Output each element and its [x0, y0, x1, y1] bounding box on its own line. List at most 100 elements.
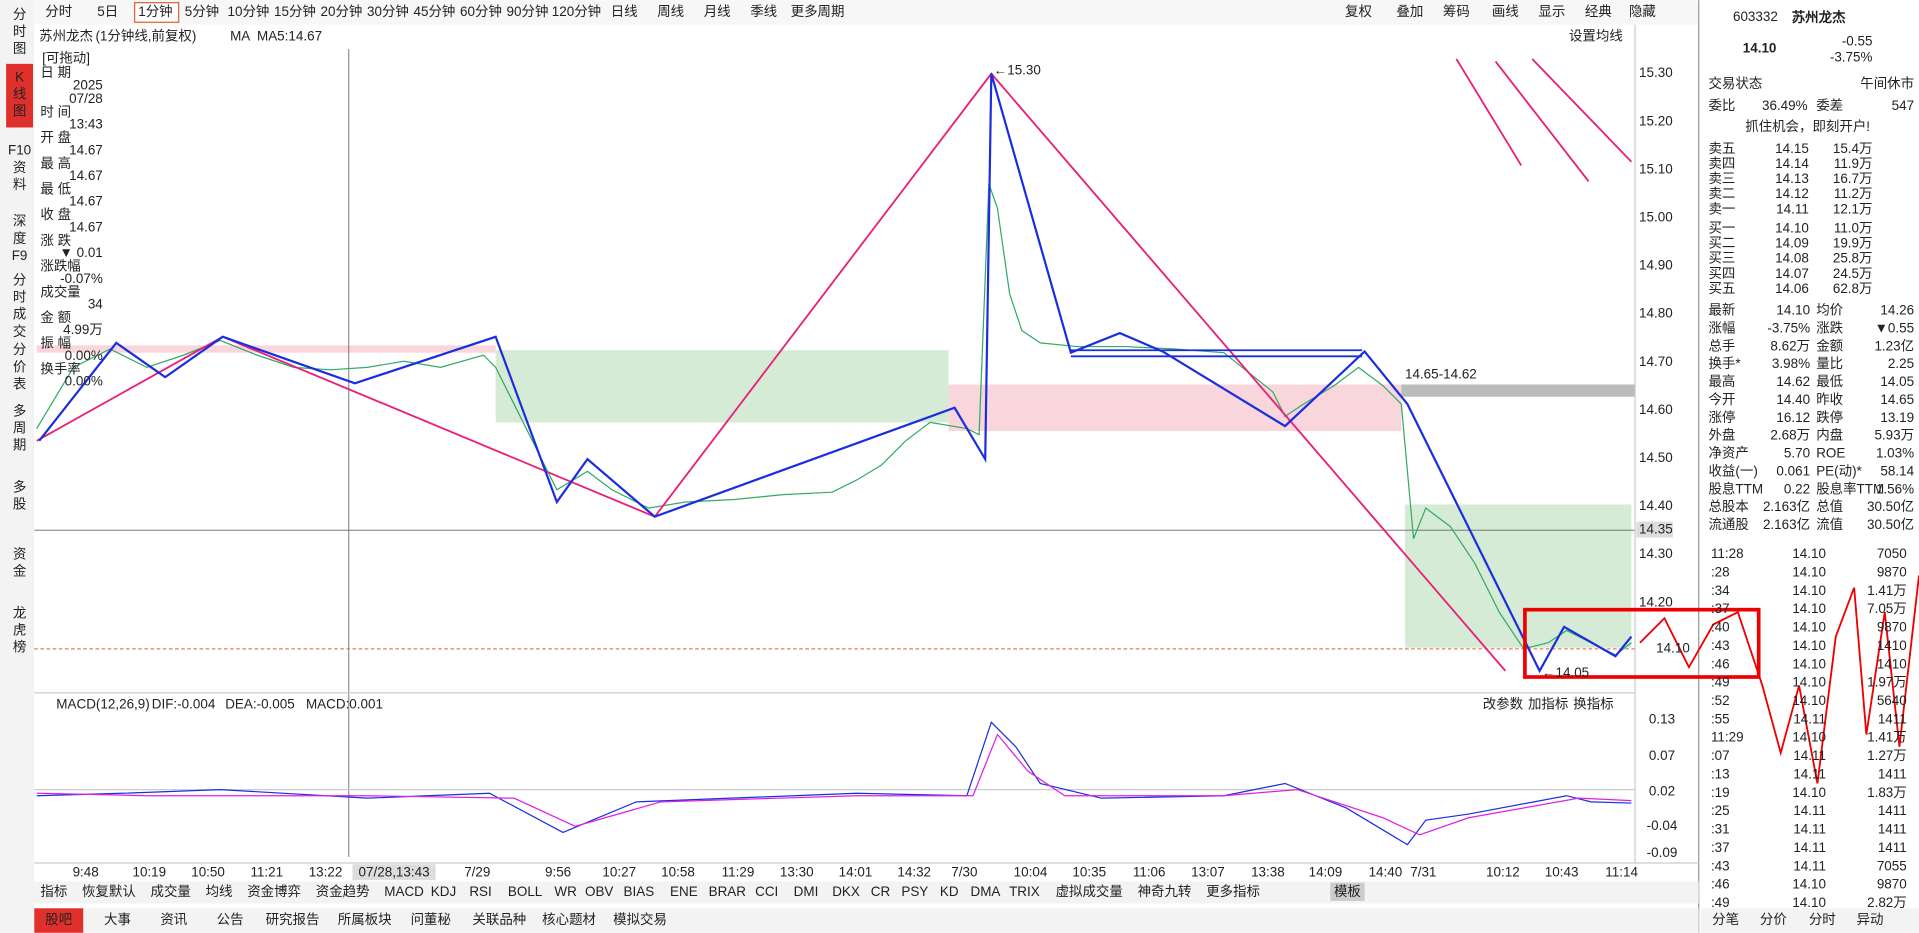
macd-button[interactable]: 加指标: [1528, 697, 1568, 712]
bottom-tab[interactable]: 核心题材: [542, 912, 596, 927]
bottom-tab[interactable]: 模拟交易: [613, 911, 667, 927]
period-tab[interactable]: 周线: [657, 4, 684, 19]
tick-time: :28: [1711, 565, 1730, 580]
indicator-tab[interactable]: BOLL: [508, 884, 543, 899]
tool-button[interactable]: 筹码: [1443, 3, 1470, 19]
bottom-tab[interactable]: 资讯: [160, 912, 187, 927]
tick-time: :40: [1711, 620, 1730, 635]
period-tab[interactable]: 日线: [611, 4, 638, 19]
indicator-tab[interactable]: DKX: [832, 884, 860, 899]
indicator-tab[interactable]: DMI: [794, 884, 819, 899]
period-tab[interactable]: 1分钟: [138, 3, 172, 19]
tool-button[interactable]: 经典: [1585, 4, 1612, 19]
bottom-tab[interactable]: 关联品种: [472, 912, 526, 927]
indicator-tab[interactable]: MACD: [384, 884, 424, 899]
period-tab[interactable]: 20分钟: [321, 3, 363, 19]
panel-tab[interactable]: 分笔: [1712, 912, 1739, 927]
bottom-tab[interactable]: 公告: [217, 912, 244, 927]
indicator-tab[interactable]: BRAR: [709, 884, 747, 899]
indicator-tab[interactable]: 指标: [40, 884, 67, 899]
macd-button[interactable]: 改参数: [1483, 696, 1524, 712]
book-volume: 11.0万: [1834, 221, 1873, 236]
indicator-tab[interactable]: 神奇九转: [1138, 883, 1192, 899]
stat-label: 换手*: [1708, 356, 1741, 371]
info-label: 收 盘: [40, 206, 71, 222]
indicator-tab[interactable]: ENE: [670, 884, 698, 899]
indicator-tab[interactable]: 虚拟成交量: [1056, 883, 1123, 899]
indicator-tab[interactable]: TRIX: [1009, 884, 1040, 899]
book-volume: 19.9万: [1833, 236, 1873, 251]
period-tab[interactable]: 分时: [45, 4, 72, 19]
tool-button[interactable]: 叠加: [1396, 4, 1423, 19]
tick-volume: 1.97万: [1867, 675, 1907, 690]
period-tab[interactable]: 60分钟: [460, 3, 502, 19]
period-tab[interactable]: 更多周期: [791, 3, 845, 19]
period-tab[interactable]: 5分钟: [185, 3, 219, 19]
side-tab[interactable]: 龙虎榜: [13, 605, 26, 654]
period-tab[interactable]: 10分钟: [228, 3, 270, 19]
side-tab[interactable]: F10 资料: [8, 142, 31, 191]
indicator-tab[interactable]: OBV: [585, 884, 613, 899]
tick-time: :55: [1711, 711, 1730, 726]
bottom-tab[interactable]: 研究报告: [266, 912, 320, 927]
period-tab[interactable]: 45分钟: [414, 3, 456, 19]
indicator-tab[interactable]: CR: [871, 884, 891, 899]
bottom-tab[interactable]: 所属板块: [338, 912, 392, 927]
tool-button[interactable]: 画线: [1492, 4, 1519, 19]
side-tab[interactable]: 分时图: [13, 6, 26, 55]
stat-label: 量比: [1816, 356, 1843, 371]
side-tab[interactable]: 深度 F9: [12, 213, 28, 262]
x-tick-label: 13:22: [309, 864, 343, 879]
indicator-tab[interactable]: 成交量: [151, 883, 191, 899]
zone: [36, 345, 496, 353]
side-tab[interactable]: 多周期: [13, 402, 26, 452]
indicator-tab[interactable]: CCI: [755, 884, 778, 899]
period-tab[interactable]: 90分钟: [507, 3, 549, 19]
macd-button[interactable]: 换指标: [1573, 697, 1613, 712]
tool-button[interactable]: 复权: [1345, 3, 1372, 19]
stat-label: 涨跌: [1816, 321, 1843, 336]
indicator-tab[interactable]: 更多指标: [1206, 883, 1260, 899]
indicator-tab[interactable]: WR: [554, 884, 577, 899]
tick-price: 14.10: [1792, 546, 1826, 561]
period-tab[interactable]: 30分钟: [367, 3, 409, 19]
period-tab[interactable]: 120分钟: [552, 3, 601, 19]
panel-tab[interactable]: 异动: [1857, 912, 1884, 927]
side-tab[interactable]: 多股: [13, 478, 26, 511]
indicator-tab[interactable]: 恢复默认: [82, 883, 136, 899]
bottom-tab[interactable]: 股吧: [45, 912, 72, 927]
period-tab[interactable]: 季线: [750, 4, 777, 19]
bottom-tab[interactable]: 大事: [104, 912, 131, 927]
diff-label: 委差: [1816, 98, 1843, 113]
bottom-tab[interactable]: 问董秘: [411, 912, 451, 927]
period-tab[interactable]: 15分钟: [274, 3, 316, 19]
indicator-tab[interactable]: DMA: [971, 884, 1001, 899]
x-tick-label: 10:50: [191, 864, 225, 879]
indicator-tab[interactable]: PSY: [901, 884, 928, 899]
book-volume: 12.1万: [1833, 201, 1873, 216]
indicator-tab[interactable]: 资金趋势: [316, 884, 370, 899]
ad-link[interactable]: 抓住机会，即刻开户!: [1745, 118, 1870, 134]
tabs-bg: [1701, 908, 1919, 933]
period-tab[interactable]: 5日: [97, 4, 118, 19]
panel-tab[interactable]: 分价: [1760, 912, 1787, 927]
side-tab[interactable]: 分价表: [13, 342, 27, 391]
indicator-tab[interactable]: 资金博弈: [247, 883, 301, 899]
tool-button[interactable]: 隐藏: [1629, 4, 1656, 19]
side-tab[interactable]: 分时成交: [13, 272, 26, 338]
tick-price: 14.10: [1792, 565, 1826, 580]
side-tab[interactable]: 资金: [13, 546, 27, 578]
indicator-tab[interactable]: 模板: [1334, 884, 1361, 899]
settings-button[interactable]: 设置均线: [1569, 28, 1623, 43]
indicator-tab[interactable]: 均线: [206, 884, 233, 899]
indicator-tab[interactable]: RSI: [469, 884, 491, 899]
side-tab[interactable]: K 线图: [13, 69, 26, 118]
tool-button[interactable]: 显示: [1538, 4, 1565, 19]
indicator-tab[interactable]: BIAS: [624, 884, 655, 899]
indicator-tab[interactable]: KDJ: [431, 884, 456, 899]
period-tab[interactable]: 月线: [704, 4, 731, 19]
indicator-tab[interactable]: KD: [940, 884, 959, 899]
info-label: 最 低: [40, 181, 71, 196]
info-label: 涨 跌: [40, 233, 71, 248]
panel-tab[interactable]: 分时: [1809, 912, 1836, 927]
